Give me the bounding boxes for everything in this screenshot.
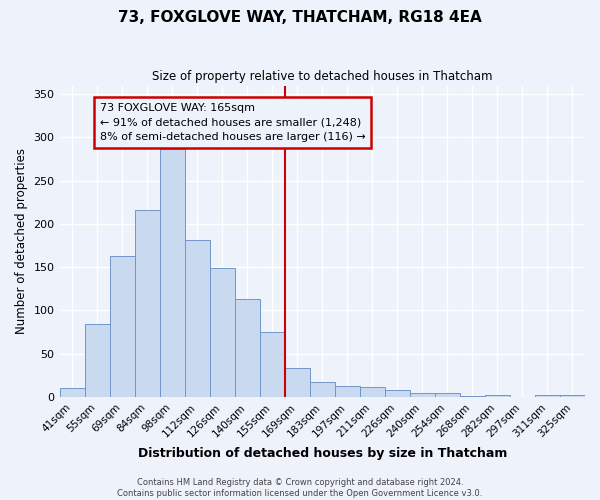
Text: 73 FOXGLOVE WAY: 165sqm
← 91% of detached houses are smaller (1,248)
8% of semi-: 73 FOXGLOVE WAY: 165sqm ← 91% of detache… [100, 103, 365, 142]
Bar [285, 368, 310, 397]
Bar [360, 388, 385, 397]
Bar [560, 395, 585, 397]
X-axis label: Distribution of detached houses by size in Thatcham: Distribution of detached houses by size … [137, 447, 507, 460]
Bar [485, 395, 510, 397]
Text: Contains HM Land Registry data © Crown copyright and database right 2024.
Contai: Contains HM Land Registry data © Crown c… [118, 478, 482, 498]
Bar [435, 394, 460, 397]
Bar [385, 390, 410, 397]
Bar [134, 210, 160, 397]
Title: Size of property relative to detached houses in Thatcham: Size of property relative to detached ho… [152, 70, 493, 83]
Bar [160, 148, 185, 397]
Text: 73, FOXGLOVE WAY, THATCHAM, RG18 4EA: 73, FOXGLOVE WAY, THATCHAM, RG18 4EA [118, 10, 482, 25]
Bar [260, 332, 285, 397]
Bar [335, 386, 360, 397]
Bar [59, 388, 85, 397]
Bar [110, 256, 134, 397]
Bar [209, 268, 235, 397]
Bar [310, 382, 335, 397]
Bar [410, 394, 435, 397]
Bar [85, 324, 110, 397]
Bar [235, 299, 260, 397]
Y-axis label: Number of detached properties: Number of detached properties [15, 148, 28, 334]
Bar [185, 240, 209, 397]
Bar [460, 396, 485, 397]
Bar [535, 395, 560, 397]
